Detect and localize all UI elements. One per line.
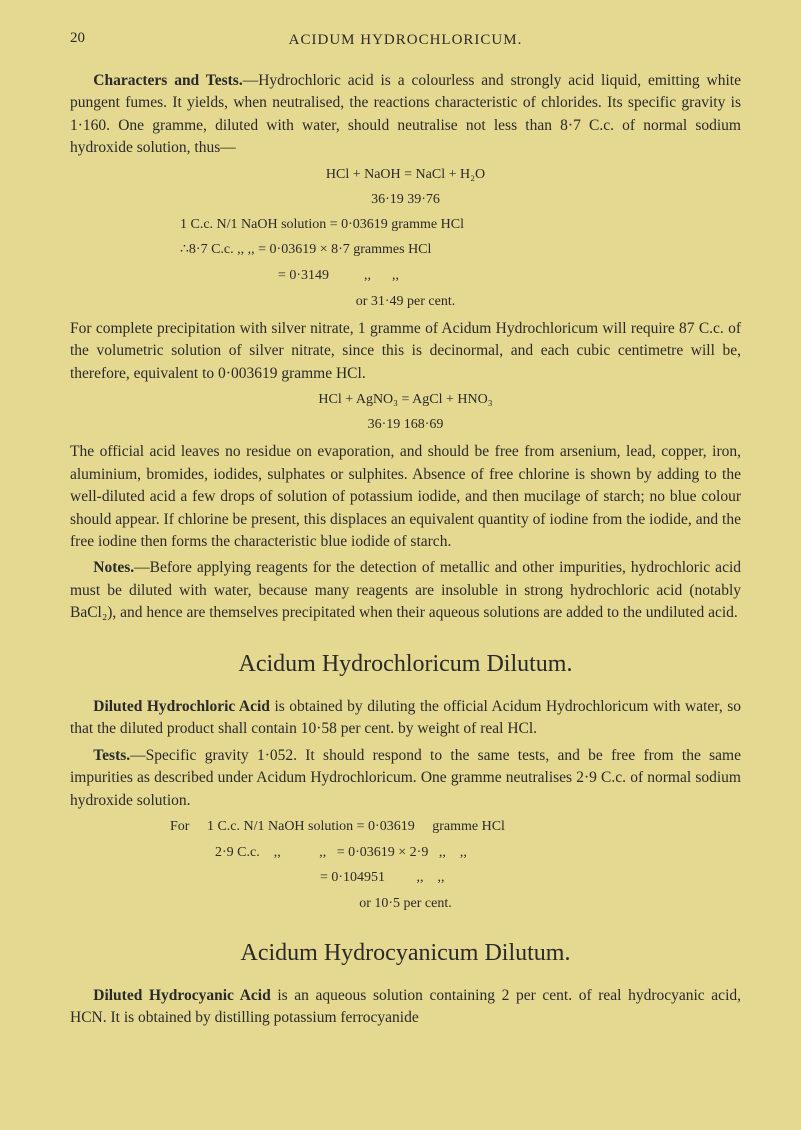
calc-2-line-2: 2·9 C.c. ,, ,, = 0·03619 × 2·9 ,, ,, [215, 842, 741, 864]
equation-2-line-1: HCl + AgNO₃ = AgCl + HNO₃ [70, 389, 741, 410]
calc-1-line-4: or 31·49 per cent. [70, 291, 741, 312]
equation-2-line-2: 36·19 168·69 [70, 414, 741, 435]
equation-1-line-1: HCl + NaOH = NaCl + H₂O [70, 164, 741, 185]
page-number: 20 [70, 30, 85, 47]
lead-tests-dilutum: Tests. [93, 747, 130, 764]
equation-1-line-2: 36·19 39·76 [70, 189, 741, 210]
calc-2-line-1: For 1 C.c. N/1 NaOH solution = 0·03619 g… [170, 816, 741, 838]
text-tests-dilutum: —Specific gravity 1·052. It should respo… [70, 747, 741, 809]
lead-notes: Notes. [93, 559, 134, 576]
paragraph-notes: Notes.—Before applying reagents for the … [70, 557, 741, 624]
heading-dilutum: Acidum Hydrochloricum Dilutum. [70, 647, 741, 682]
text-notes: —Before applying reagents for the detect… [70, 559, 741, 621]
calc-1-line-2: 8·7 C.c. ,, ,, = 0·03619 × 8·7 grammes H… [180, 239, 741, 261]
lead-characters-tests: Characters and Tests. [93, 72, 242, 89]
running-head: ACIDUM HYDROCHLORICUM. [70, 30, 741, 52]
paragraph-precipitation: For complete precipitation with silver n… [70, 318, 741, 385]
lead-diluted-hcl: Diluted Hydrochloric Acid [93, 698, 270, 715]
paragraph-characters-tests: Characters and Tests.—Hydrochloric acid … [70, 70, 741, 160]
calc-1-line-3: = 0·3149 ,, ,, [180, 265, 741, 287]
heading-hydrocyanicum: Acidum Hydrocyanicum Dilutum. [70, 936, 741, 971]
paragraph-diluted-hcl: Diluted Hydrochloric Acid is obtained by… [70, 696, 741, 741]
lead-diluted-hcn: Diluted Hydrocyanic Acid [93, 987, 270, 1004]
paragraph-diluted-hcn: Diluted Hydrocyanic Acid is an aqueous s… [70, 985, 741, 1030]
calc-1-line-1: 1 C.c. N/1 NaOH solution = 0·03619 gramm… [180, 214, 741, 236]
calc-2-line-4: or 10·5 per cent. [70, 893, 741, 914]
paragraph-residue: The official acid leaves no residue on e… [70, 441, 741, 553]
calc-2-line-3: = 0·104951 ,, ,, [215, 867, 741, 889]
paragraph-tests-dilutum: Tests.—Specific gravity 1·052. It should… [70, 745, 741, 812]
